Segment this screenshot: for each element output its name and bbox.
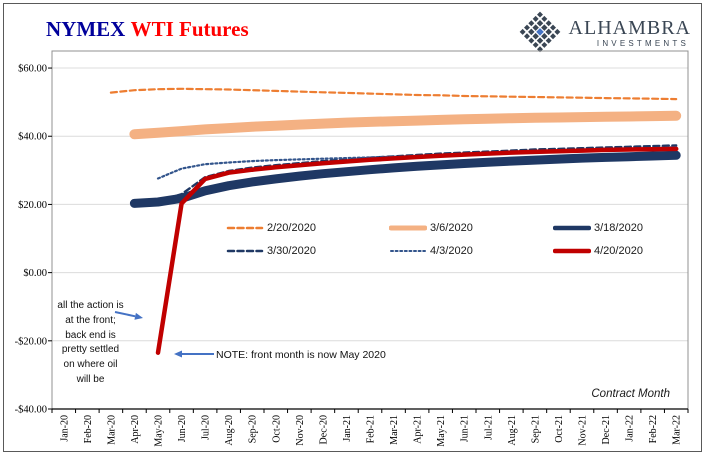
chart-legend: 2/20/2020 3/6/2020 3/18/2020 3/30/2020 4/3/2… xyxy=(226,221,703,257)
legend-item-3-18-2020: 3/18/2020 xyxy=(553,221,703,234)
x-tick-label: Jun-21 xyxy=(460,415,471,442)
alhambra-diamond-icon xyxy=(519,11,560,53)
figure-frame: NYMEX WTI Futures ALHAMBRA INVESTMENTS $… xyxy=(3,3,702,452)
x-tick-label: May-20 xyxy=(154,415,165,447)
x-tick-label: Mar-22 xyxy=(672,415,683,445)
y-tick-label: $60.00 xyxy=(18,64,47,75)
legend-label: 4/3/2020 xyxy=(430,244,473,257)
x-tick-label: Apr-20 xyxy=(130,415,141,444)
legend-item-4-20-2020: 4/20/2020 xyxy=(553,244,703,257)
x-tick-label: Jan-20 xyxy=(59,415,70,442)
legend-item-3-30-2020: 3/30/2020 xyxy=(226,244,389,257)
arrow-to-may-contract-icon xyxy=(174,350,182,358)
x-tick-label: May-21 xyxy=(436,415,447,447)
series-line-2-20-2020 xyxy=(109,87,678,101)
arrow-to-front-icon-shaft xyxy=(114,311,136,318)
y-tick-label: $20.00 xyxy=(18,200,47,211)
legend-item-4-3-2020: 4/3/2020 xyxy=(389,244,553,257)
logo-name: ALHAMBRA xyxy=(568,17,691,39)
x-tick-label: Oct-20 xyxy=(271,415,282,443)
series-line-4-20-2020 xyxy=(155,146,679,355)
legend-label: 3/6/2020 xyxy=(430,221,473,234)
x-tick-label: Feb-21 xyxy=(366,415,377,443)
x-tick-label: Mar-21 xyxy=(389,415,400,445)
legend-item-2-20-2020: 2/20/2020 xyxy=(226,221,389,234)
legend-line-sample-icon xyxy=(553,248,591,253)
x-tick-label: Sep-20 xyxy=(248,415,259,443)
logo-subtitle: INVESTMENTS xyxy=(596,39,689,48)
alhambra-logo: ALHAMBRA INVESTMENTS xyxy=(517,10,691,56)
x-tick-label: Jan-22 xyxy=(625,415,636,442)
legend-label: 3/30/2020 xyxy=(267,244,316,257)
y-tick-label: -$20.00 xyxy=(15,336,47,347)
x-tick-label: Dec-21 xyxy=(601,415,612,444)
legend-line-sample-icon xyxy=(226,226,264,229)
title-nymex: NYMEX xyxy=(46,17,131,41)
series-line-3-18-2020 xyxy=(129,150,681,208)
legend-line-sample-icon xyxy=(389,225,427,230)
legend-line-sample-icon xyxy=(226,249,264,252)
x-tick-label: Jan-21 xyxy=(342,415,353,442)
legend-label: 4/20/2020 xyxy=(594,244,643,257)
x-tick-label: Nov-21 xyxy=(578,415,589,446)
title-wti-futures: WTI Futures xyxy=(130,17,249,41)
x-axis-title: Contract Month xyxy=(591,388,670,400)
legend-line-sample-icon xyxy=(390,249,426,252)
y-tick-label: $0.00 xyxy=(23,268,47,279)
chart-title: NYMEX WTI Futures xyxy=(46,17,249,42)
annotation-may-front-month: NOTE: front month is now May 2020 xyxy=(216,349,386,361)
x-tick-label: Jul-20 xyxy=(201,415,212,440)
x-tick-label: Jun-20 xyxy=(177,415,188,442)
x-tick-label: Jul-21 xyxy=(483,415,494,440)
x-tick-label: Sep-21 xyxy=(530,415,541,443)
annotation-front-action: all the action is at the front; back end… xyxy=(57,300,124,385)
legend-label: 2/20/2020 xyxy=(267,221,316,234)
series-line-3-6-2020 xyxy=(129,110,682,140)
legend-item-3-6-2020: 3/6/2020 xyxy=(389,221,553,234)
y-tick-label: $40.00 xyxy=(18,132,47,143)
legend-line-sample-icon xyxy=(553,225,591,230)
x-tick-label: Mar-20 xyxy=(106,415,117,445)
x-tick-label: Feb-20 xyxy=(83,415,94,443)
x-tick-label: Dec-20 xyxy=(318,415,329,444)
x-tick-label: Feb-22 xyxy=(648,415,659,443)
futures-line-chart: $60.00 $40.00 $20.00 $0.00 -$20.00 -$40.00 Jan… xyxy=(15,50,689,447)
x-tick-label: Aug-20 xyxy=(224,415,235,446)
y-tick-label: -$40.00 xyxy=(15,405,47,416)
x-tick-label: Nov-20 xyxy=(295,415,306,446)
legend-label: 3/18/2020 xyxy=(594,221,643,234)
arrow-to-front-icon xyxy=(134,312,143,320)
x-tick-label: Apr-21 xyxy=(413,415,424,444)
x-tick-label: Oct-21 xyxy=(554,415,565,443)
x-tick-label: Aug-21 xyxy=(507,415,518,446)
